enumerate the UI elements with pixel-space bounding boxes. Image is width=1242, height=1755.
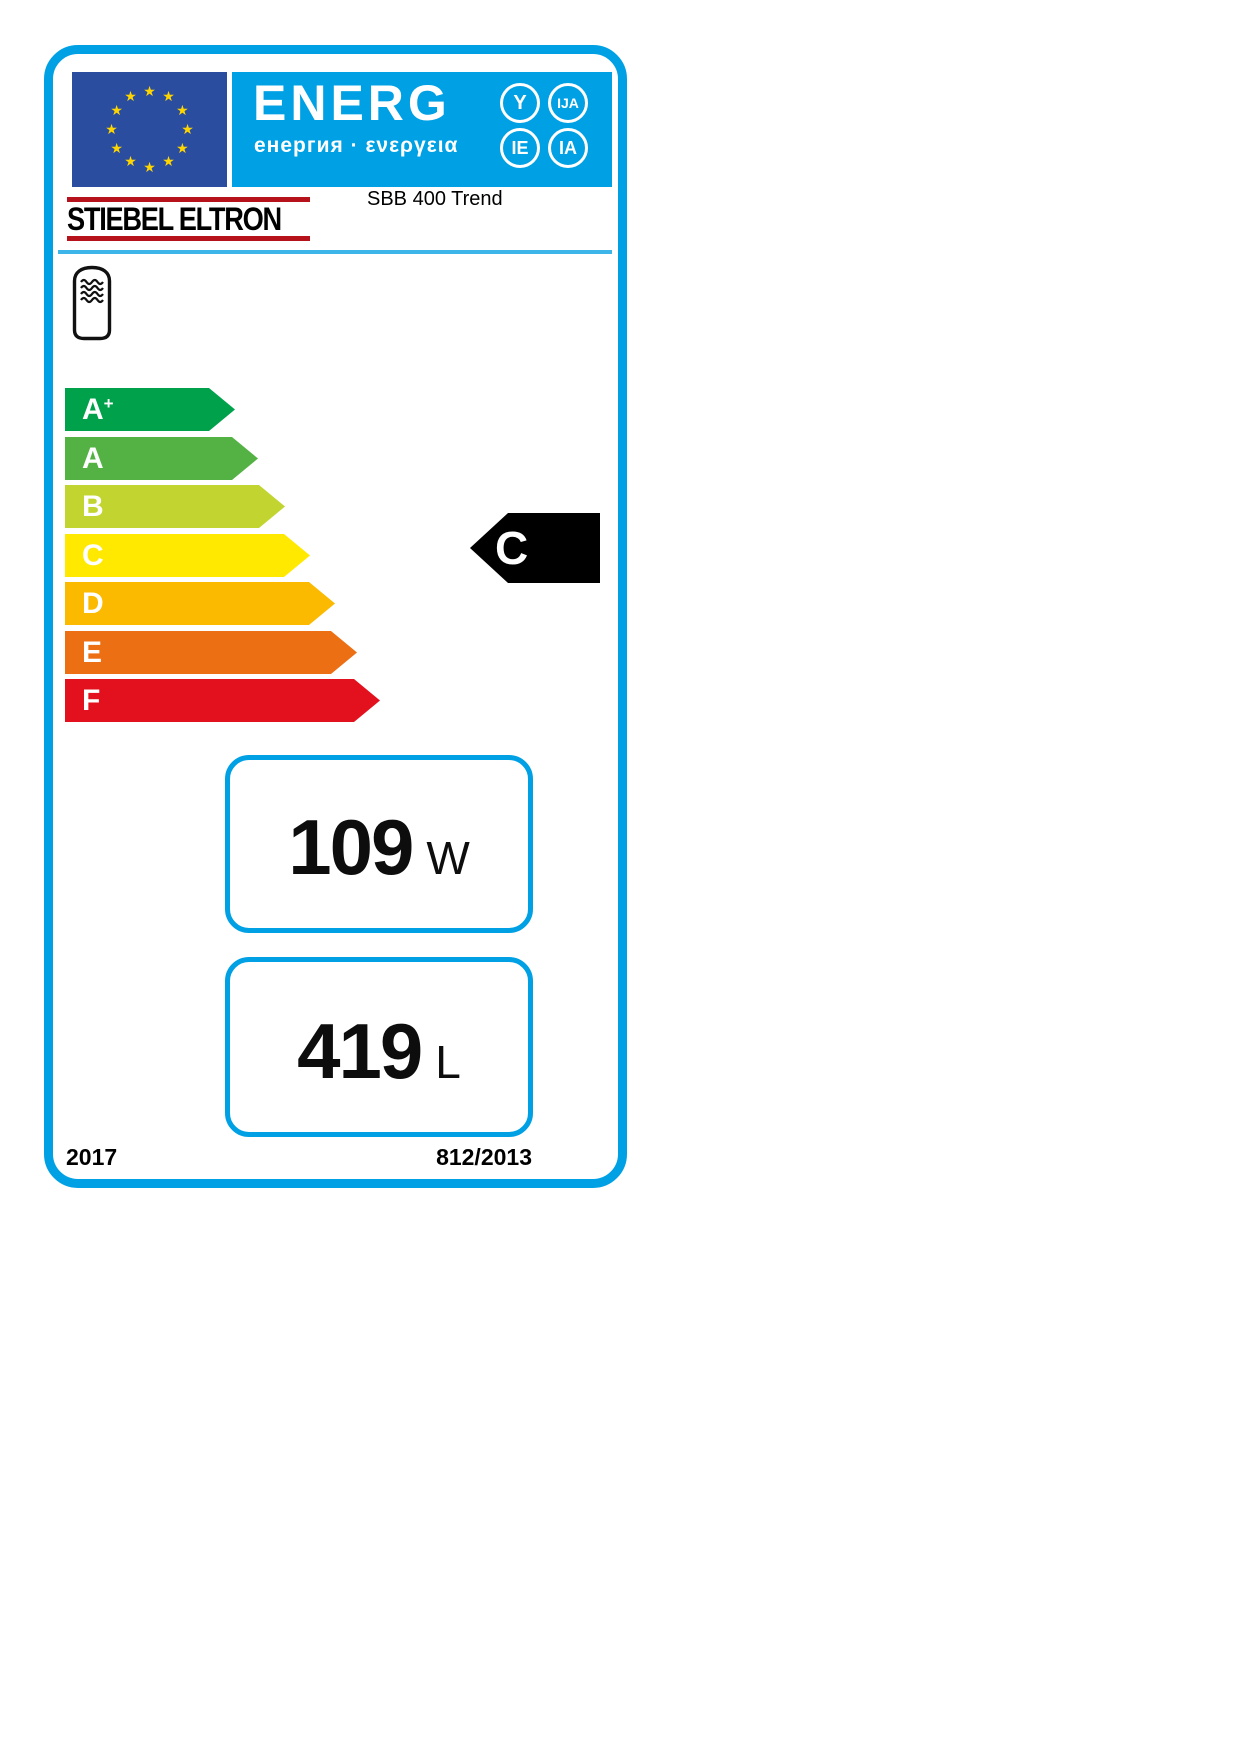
scale-grade-label: E (82, 636, 103, 669)
header-divider (58, 250, 612, 254)
eu-flag-star-icon: ★ (105, 121, 118, 138)
eu-flag-star-icon: ★ (176, 102, 189, 119)
scale-arrow-e: E (65, 631, 357, 674)
metric-value-litres: 419 (297, 1007, 423, 1095)
eu-flag-star-icon: ★ (143, 159, 156, 176)
language-suffix-circle-y: Y (500, 83, 540, 123)
language-suffix-circle-ie: IE (500, 128, 540, 168)
scale-arrow-d: D (65, 582, 335, 625)
eu-flag-star-icon: ★ (181, 121, 194, 138)
scale-arrow-b: B (65, 485, 285, 528)
eu-flag-star-icon: ★ (176, 140, 189, 157)
eu-flag-star-icon: ★ (162, 88, 175, 105)
scale-grade-label: D (82, 587, 104, 620)
metric-box-watts: 109 W (225, 755, 533, 933)
metric-unit-litres: L (435, 1036, 461, 1088)
metric-value-watts: 109 (288, 803, 414, 891)
eu-flag-star-icon: ★ (162, 154, 175, 171)
model-name: SBB 400 Trend (367, 188, 503, 210)
scale-arrow-a-plus: A+ (65, 388, 235, 431)
regulation-number: 812/2013 (436, 1144, 532, 1170)
brand-name: STIEBEL ELTRON (67, 201, 282, 237)
brand-logo-bottom-bar (67, 236, 310, 241)
scale-arrow-f: F (65, 679, 380, 722)
language-suffix-circle-ia: IA (548, 128, 588, 168)
eu-flag-star-icon: ★ (124, 88, 137, 105)
energy-banner-subtitle: енергия · ενεργεια (254, 134, 459, 157)
label-year: 2017 (66, 1144, 118, 1170)
hot-water-storage-tank-icon (72, 265, 112, 341)
eu-flag-star-icon: ★ (110, 102, 123, 119)
eu-flag: ★ ★ ★ ★ ★ ★ ★ ★ ★ ★ ★ ★ (72, 72, 227, 187)
eu-flag-star-icon: ★ (110, 140, 123, 157)
scale-grade-label: B (82, 490, 104, 523)
eu-flag-star-icon: ★ (124, 154, 137, 171)
language-suffix-circle-ija: IJA (548, 83, 588, 123)
energy-banner-title: ENERG (253, 75, 451, 131)
scale-grade-label: A (82, 393, 104, 426)
scale-arrow-a: A (65, 437, 258, 480)
eu-flag-star-icon: ★ (143, 83, 156, 100)
energy-banner: ENERG енергия · ενεργεια Y IJA IE IA (232, 72, 612, 187)
brand-logo-top-bar (67, 197, 310, 202)
rating-grade: C (495, 522, 529, 574)
brand-logo: STIEBEL ELTRON (67, 197, 310, 241)
metric-unit-watts: W (426, 832, 470, 884)
scale-grade-label: A (82, 442, 104, 475)
scale-arrow-c: C (65, 534, 310, 577)
scale-grade-label: F (82, 684, 101, 717)
metric-box-litres: 419 L (225, 957, 533, 1137)
scale-grade-label: C (82, 539, 104, 572)
scale-grade-superscript: + (103, 394, 114, 413)
